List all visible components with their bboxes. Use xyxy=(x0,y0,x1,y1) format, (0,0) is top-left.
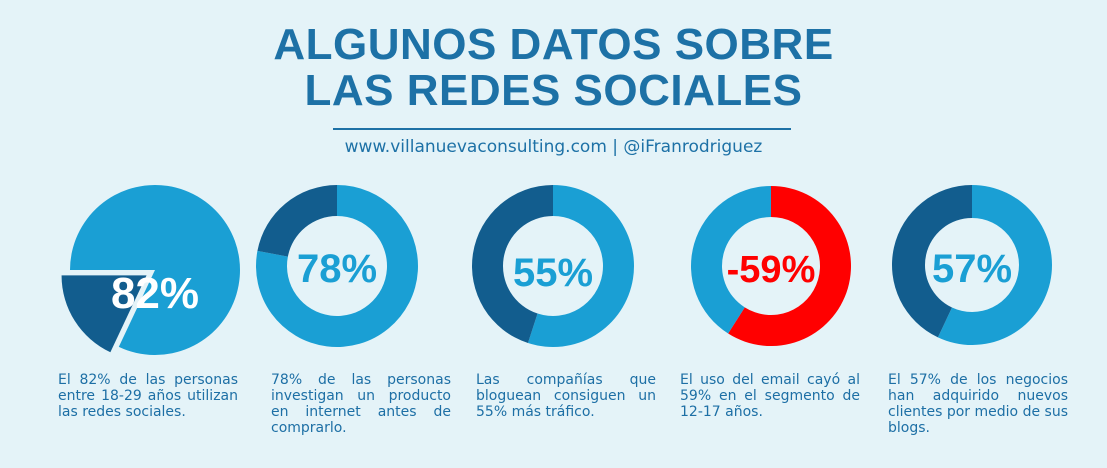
chart-pie-82: 82% xyxy=(61,185,240,355)
title-line-2: LAS REDES SOCIALES xyxy=(304,66,803,115)
slice-value-3 xyxy=(527,185,634,348)
slice-value-4 xyxy=(728,186,851,346)
title-line-1: ALGUNOS DATOS SOBRE xyxy=(273,20,834,69)
subtitle: www.villanuevaconsulting.com | @iFranrod… xyxy=(344,137,763,157)
chart-label-5: 57% xyxy=(932,247,1012,291)
description-3: Las compañías que bloguean consiguen un … xyxy=(476,372,656,420)
chart-donut-78: 78% xyxy=(255,185,419,347)
description-4: El uso del email cayó al 59% en el segme… xyxy=(680,372,860,420)
chart-label-4: -59% xyxy=(727,249,816,291)
slice-value-1 xyxy=(70,185,240,355)
slice-rest-2 xyxy=(257,185,337,257)
chart-donut-57: 57% xyxy=(892,185,1052,345)
slice-value-5 xyxy=(937,185,1052,345)
slice-value-2 xyxy=(255,185,419,347)
slice-rest-3 xyxy=(471,185,553,344)
title-underline xyxy=(333,128,791,130)
chart-donut-55: 55% xyxy=(471,185,634,348)
slice-rest-4 xyxy=(691,186,771,334)
chart-label-1: 82% xyxy=(111,269,199,318)
chart-label-2: 78% xyxy=(297,247,377,291)
description-2: 78% de las personas investigan un produc… xyxy=(271,372,451,436)
slice-rest-5 xyxy=(892,185,972,338)
chart-label-3: 55% xyxy=(513,251,593,295)
description-1: El 82% de las personas entre 18-29 años … xyxy=(58,372,238,420)
slice-rest-1 xyxy=(61,275,147,353)
description-5: El 57% de los negocios han adquirido nue… xyxy=(888,372,1068,436)
chart-donut-minus59: -59% xyxy=(691,186,851,346)
page-title: ALGUNOS DATOS SOBRE LAS REDES SOCIALES xyxy=(0,22,1107,114)
